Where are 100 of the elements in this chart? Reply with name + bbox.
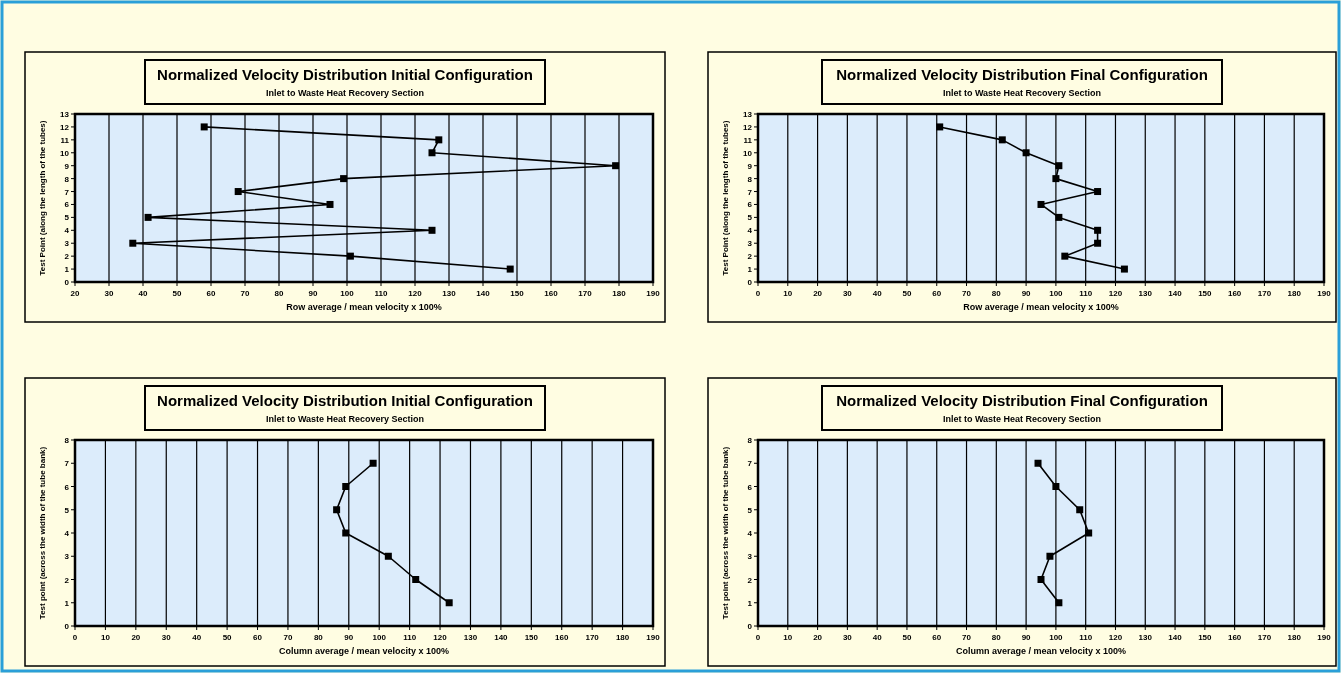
y-tick-label: 4: [747, 529, 753, 538]
point: [333, 506, 341, 514]
point: [1076, 506, 1084, 514]
chart-title: Normalized Velocity Distribution Final Configuration: [836, 66, 1208, 83]
y-tick-label: 7: [64, 459, 70, 469]
x-tick-label: 140: [476, 289, 491, 298]
y-tick-label: 5: [747, 505, 753, 515]
y-tick-label: 0: [747, 622, 753, 631]
x-tick-label: 90: [1021, 289, 1032, 298]
x-tick-label: 150: [1198, 633, 1213, 642]
y-tick-label: 10: [60, 148, 70, 158]
y-tick-label: 7: [747, 459, 753, 469]
x-tick-label: 130: [463, 633, 478, 642]
x-tick-label: 20: [131, 633, 141, 642]
y-tick-label: 4: [64, 529, 70, 538]
x-tick-label: 80: [313, 633, 324, 642]
x-tick-label: 60: [253, 633, 263, 642]
y-tick-label: 8: [747, 436, 753, 445]
x-tick-label: 80: [991, 289, 1002, 298]
x-tick-label: 170: [1257, 289, 1272, 298]
x-tick-label: 40: [872, 633, 883, 642]
x-tick-label: 170: [578, 289, 593, 298]
x-tick-label: 180: [1287, 633, 1302, 642]
point: [936, 123, 944, 131]
y-tick-label: 12: [743, 122, 753, 132]
x-tick-label: 20: [813, 633, 823, 642]
x-tick-label: 120: [433, 633, 448, 642]
x-tick-label: 40: [872, 289, 883, 298]
x-tick-label: 30: [842, 633, 853, 642]
y-tick-label: 3: [747, 552, 753, 562]
point: [1037, 576, 1045, 583]
point: [1055, 213, 1063, 221]
x-tick-label: 150: [1198, 289, 1213, 298]
point: [1094, 239, 1102, 247]
x-tick-label: 30: [104, 289, 114, 298]
y-tick-label: 2: [64, 575, 70, 585]
x-tick-label: 100: [372, 633, 387, 642]
y-tick-label: 0: [64, 278, 70, 287]
point: [1034, 459, 1042, 467]
chart-subtitle: Inlet to Waste Heat Recovery Section: [942, 414, 1102, 424]
x-tick-label: 100: [340, 289, 355, 298]
x-tick-label: 40: [138, 289, 148, 298]
y-tick-label: 1: [747, 265, 753, 275]
chart-subtitle: Inlet to Waste Heat Recovery Section: [265, 414, 425, 424]
x-tick-label: 70: [240, 289, 250, 298]
y-tick-label: 6: [64, 200, 70, 210]
point: [445, 599, 453, 607]
x-tick-label: 190: [1317, 289, 1332, 298]
y-tick-label: 11: [60, 135, 70, 145]
x-tick-label: 50: [172, 289, 182, 298]
x-tick-label: 160: [1227, 633, 1242, 642]
point: [1052, 483, 1060, 490]
x-tick-label: 0: [755, 289, 761, 298]
x-tick-label: 120: [1108, 289, 1123, 298]
x-tick-label: 150: [510, 289, 525, 298]
x-tick-label: 100: [1049, 289, 1064, 298]
x-tick-label: 90: [308, 289, 318, 298]
x-tick-label: 160: [555, 633, 569, 642]
x-tick-label: 170: [1257, 633, 1272, 642]
x-tick-label: 30: [161, 633, 172, 642]
x-tick-label: 10: [783, 633, 793, 642]
y-tick-label: 2: [747, 575, 753, 585]
chart-subtitle: Inlet to Waste Heat Recovery Section: [265, 88, 425, 98]
x-tick-label: 110: [403, 633, 417, 642]
y-tick-label: 8: [747, 174, 753, 184]
point: [1055, 599, 1063, 607]
x-tick-label: 180: [612, 289, 627, 298]
y-tick-label: 1: [64, 265, 70, 275]
x-tick-label: 80: [274, 289, 284, 298]
point: [1120, 265, 1128, 273]
x-tick-label: 50: [222, 633, 233, 642]
x-tick-label: 70: [283, 633, 293, 642]
x-tick-label: 130: [1138, 289, 1153, 298]
x-tick-label: 40: [192, 633, 202, 642]
y-tick-label: 3: [64, 239, 70, 249]
point: [435, 136, 443, 144]
y-tick-label: 5: [64, 505, 70, 515]
point: [428, 149, 436, 157]
x-tick-label: 0: [755, 633, 761, 642]
x-tick-label: 190: [646, 289, 661, 298]
chart-title: Normalized Velocity Distribution Final Configuration: [836, 392, 1208, 409]
point: [129, 239, 137, 247]
point: [1094, 188, 1102, 196]
point: [200, 123, 208, 131]
y-tick-label: 7: [747, 187, 753, 197]
y-tick-label: 2: [747, 252, 753, 262]
point: [1094, 226, 1102, 234]
x-axis-title: Column average / mean velocity x 100%: [955, 646, 1127, 656]
x-tick-label: 20: [813, 289, 823, 298]
point: [384, 552, 392, 560]
x-tick-label: 70: [962, 633, 972, 642]
y-tick-label: 5: [747, 213, 753, 223]
x-tick-label: 120: [408, 289, 423, 298]
x-axis-title: Column average / mean velocity x 100%: [278, 646, 450, 656]
x-tick-label: 20: [70, 289, 80, 298]
point: [342, 529, 350, 537]
x-tick-label: 90: [344, 633, 354, 642]
x-tick-label: 140: [1168, 289, 1183, 298]
chart-title: Normalized Velocity Distribution Initial Configuration: [157, 66, 533, 83]
point: [998, 136, 1006, 144]
